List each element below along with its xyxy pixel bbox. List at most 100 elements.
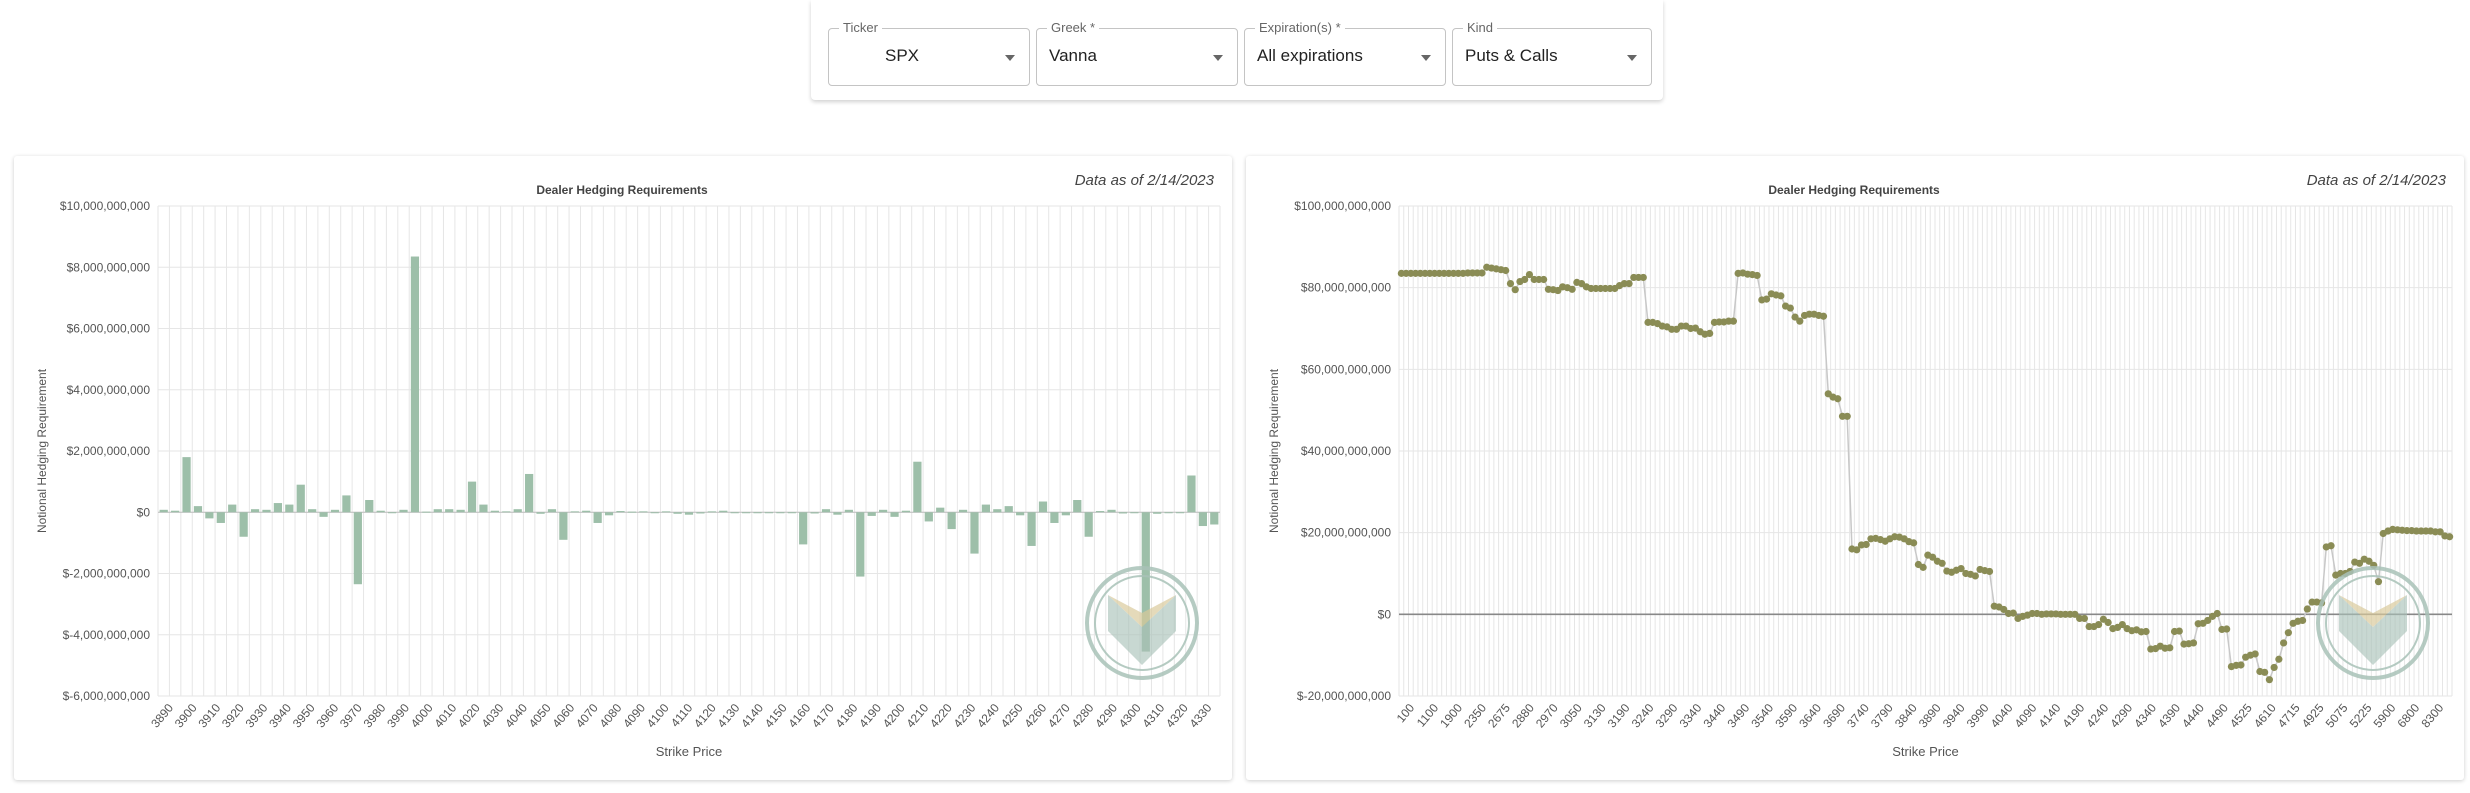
x-tick-label: 6800 — [2395, 701, 2423, 731]
x-tick-label: 3980 — [361, 701, 389, 731]
x-tick-label: 4160 — [785, 701, 813, 731]
chevron-down-icon — [1213, 55, 1223, 61]
bar — [216, 512, 225, 523]
data-point — [1568, 285, 1576, 293]
data-point — [2213, 609, 2221, 618]
x-tick-label: 4525 — [2227, 701, 2255, 731]
y-tick-label: $0 — [137, 505, 151, 519]
y-tick-label: $-2,000,000,000 — [63, 567, 151, 581]
x-tick-label: 5225 — [2347, 701, 2375, 731]
logo-leaf — [1108, 595, 1176, 627]
data-point — [1919, 563, 1927, 571]
x-tick-label: 1100 — [1414, 701, 1442, 730]
data-point — [1753, 271, 1761, 280]
bar — [650, 512, 659, 514]
greek-select[interactable]: Greek * Vanna — [1036, 20, 1238, 86]
data-point — [1786, 304, 1794, 312]
logo-ring — [2316, 566, 2430, 680]
bar — [536, 512, 545, 514]
x-tick-label: 3910 — [195, 701, 223, 731]
x-tick-label: 4220 — [927, 701, 955, 731]
bar — [1107, 509, 1116, 513]
data-point — [2118, 620, 2126, 629]
data-point — [1938, 559, 1946, 567]
data-point — [1525, 271, 1534, 279]
data-point — [1777, 292, 1785, 300]
bar — [559, 512, 568, 540]
bar — [1004, 506, 1013, 513]
x-tick-label: 4610 — [2251, 701, 2279, 731]
x-tick-label: 3790 — [1868, 701, 1896, 731]
data-point — [2436, 528, 2444, 536]
data-point — [1929, 553, 1937, 561]
x-tick-label: 4120 — [691, 701, 719, 731]
bar — [1187, 475, 1196, 513]
bar — [1118, 512, 1128, 514]
data-point — [2446, 533, 2454, 541]
expiration-label: Expiration(s) * — [1255, 20, 1345, 35]
bar — [479, 504, 488, 513]
data-point — [2142, 627, 2150, 636]
x-tick-label: 4170 — [809, 701, 837, 731]
y-tick-label: $-6,000,000,000 — [63, 689, 151, 703]
x-tick-label: 4040 — [1988, 701, 2016, 731]
chevron-down-icon — [1005, 55, 1015, 61]
bar — [376, 510, 385, 513]
x-axis-label: Strike Price — [656, 744, 722, 759]
chart-svg: $100,000,000,000 $80,000,000,000 $60,000,0… — [1267, 183, 2454, 759]
x-tick-label: 4715 — [2275, 701, 2303, 731]
x-tick-label: 2970 — [1533, 701, 1561, 731]
bar — [593, 512, 602, 523]
x-tick-label: 8300 — [2418, 701, 2446, 731]
x-tick-label: 4240 — [2083, 701, 2111, 731]
x-tick-label: 4010 — [431, 701, 459, 731]
x-tick-label: 4180 — [833, 701, 861, 731]
greek-label: Greek * — [1047, 20, 1100, 35]
ticker-select[interactable]: Ticker SPX — [828, 20, 1030, 86]
vanna-bar-chart-panel: $10,000,000,000 $8,000,000,000 $6,000,000,… — [14, 156, 1232, 780]
bar — [250, 509, 260, 513]
bar — [433, 509, 442, 513]
x-tick-label: 3050 — [1557, 701, 1585, 731]
bar — [1198, 512, 1207, 527]
y-tick-label: $60,000,000,000 — [1301, 362, 1391, 376]
y-tick-label: $100,000,000,000 — [1294, 199, 1391, 213]
x-tick-label: 2675 — [1485, 701, 1513, 731]
bar — [239, 512, 248, 537]
bar — [228, 504, 237, 513]
logo-inner-ring — [1094, 575, 1190, 671]
data-point — [1706, 329, 1714, 337]
bar — [1016, 512, 1025, 516]
expiration-select[interactable]: Expiration(s) * All expirations — [1244, 20, 1446, 86]
bar — [616, 511, 625, 513]
y-tick-label: $8,000,000,000 — [67, 260, 151, 274]
bar — [296, 484, 305, 513]
bar — [844, 509, 853, 513]
y-tick-label: $0 — [1378, 607, 1392, 621]
x-tick-label: 4140 — [738, 701, 766, 731]
y-tick-label: $6,000,000,000 — [67, 322, 151, 336]
x-tick-label: 4280 — [1069, 701, 1097, 731]
x-tick-label: 3690 — [1820, 701, 1848, 731]
bar — [353, 512, 362, 585]
data-point — [2365, 557, 2373, 565]
x-tick-label: 4090 — [620, 701, 648, 731]
chart-title: Dealer Hedging Requirements — [1768, 183, 1940, 197]
x-tick-label: 2350 — [1461, 701, 1489, 731]
data-point — [2275, 655, 2283, 663]
data-point — [2104, 618, 2112, 627]
data-point — [2175, 627, 2183, 635]
bar — [1061, 512, 1070, 516]
ticker-value: SPX — [885, 46, 920, 65]
data-point — [2270, 663, 2278, 672]
bar — [547, 509, 557, 513]
x-tick-label: 3970 — [337, 701, 365, 731]
bar — [1073, 500, 1082, 513]
x-tick-label: 4150 — [762, 701, 790, 731]
filter-bar: Ticker SPX Greek * Vanna Expiration(s) *… — [811, 0, 1663, 100]
bar — [262, 509, 271, 513]
x-tick-label: 4230 — [951, 701, 979, 731]
kind-select[interactable]: Kind Puts & Calls — [1452, 20, 1652, 86]
bar — [171, 510, 180, 513]
bar — [856, 512, 865, 577]
